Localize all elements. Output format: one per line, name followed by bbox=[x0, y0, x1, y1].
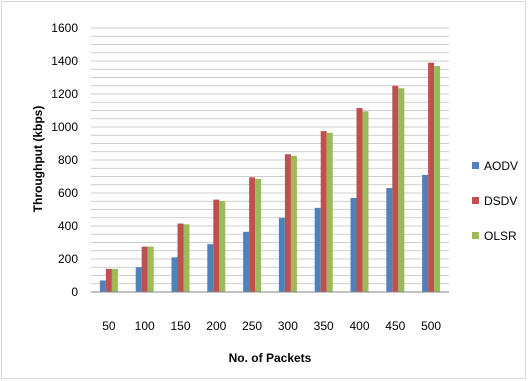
bar-aodv-200 bbox=[207, 244, 214, 292]
bar-aodv-300 bbox=[278, 217, 285, 292]
y-tick-label: 1000 bbox=[51, 120, 78, 134]
bar-aodv-50 bbox=[99, 280, 106, 292]
gridlines bbox=[91, 27, 449, 285]
x-axis-title: No. of Packets bbox=[229, 351, 312, 365]
x-tick-label: 400 bbox=[349, 319, 369, 333]
bar-aodv-500 bbox=[422, 174, 429, 292]
bar-olsr-100 bbox=[147, 246, 154, 292]
bar-dsdv-500 bbox=[428, 62, 435, 293]
legend-swatch-olsr bbox=[472, 232, 479, 239]
x-tick-label: 300 bbox=[278, 319, 298, 333]
y-tick-label: 400 bbox=[58, 219, 78, 233]
bar-aodv-450 bbox=[386, 188, 393, 292]
bar-dsdv-250 bbox=[249, 177, 256, 292]
x-tick-label: 100 bbox=[135, 319, 155, 333]
x-tick-label: 250 bbox=[242, 319, 262, 333]
y-tick-label: 1200 bbox=[51, 87, 78, 101]
x-tick-label: 450 bbox=[385, 319, 405, 333]
y-tick-label: 600 bbox=[58, 186, 78, 200]
bar-olsr-50 bbox=[111, 268, 118, 292]
legend-label-dsdv: DSDV bbox=[484, 194, 517, 208]
bar-olsr-300 bbox=[290, 155, 297, 292]
legend: AODV DSDV OLSR bbox=[472, 159, 518, 243]
x-tick-label: 150 bbox=[170, 319, 190, 333]
bar-aodv-100 bbox=[135, 267, 142, 292]
y-tick-label: 1600 bbox=[51, 21, 78, 35]
legend-label-aodv: AODV bbox=[484, 159, 518, 173]
bar-olsr-500 bbox=[434, 65, 441, 292]
y-tick-label: 1400 bbox=[51, 54, 78, 68]
bar-olsr-150 bbox=[183, 224, 190, 292]
bar-aodv-350 bbox=[314, 207, 321, 292]
x-tick-label: 500 bbox=[421, 319, 441, 333]
axes: 0 200 400 600 800 1000 1200 1400 1600 50 100 150 200… bbox=[51, 21, 449, 333]
bar-dsdv-200 bbox=[213, 199, 220, 292]
bar-olsr-250 bbox=[255, 178, 262, 292]
y-tick-label: 200 bbox=[58, 252, 78, 266]
bar-olsr-200 bbox=[219, 201, 226, 292]
bar-olsr-400 bbox=[362, 111, 369, 292]
bar-aodv-400 bbox=[350, 197, 357, 292]
legend-label-olsr: OLSR bbox=[484, 229, 517, 243]
bar-dsdv-450 bbox=[392, 85, 399, 292]
bar-dsdv-150 bbox=[177, 223, 184, 292]
y-tick-label: 0 bbox=[71, 285, 78, 299]
y-tick-label: 800 bbox=[58, 153, 78, 167]
bar-olsr-350 bbox=[326, 132, 333, 292]
bar-dsdv-50 bbox=[105, 268, 112, 292]
x-tick-label: 350 bbox=[314, 319, 334, 333]
bar-dsdv-100 bbox=[141, 246, 148, 292]
bars bbox=[99, 62, 441, 293]
bar-olsr-450 bbox=[398, 88, 405, 292]
x-tick-label: 50 bbox=[102, 319, 116, 333]
bar-aodv-150 bbox=[171, 257, 178, 292]
legend-swatch-aodv bbox=[472, 162, 479, 169]
bar-dsdv-400 bbox=[356, 108, 363, 293]
bar-aodv-250 bbox=[243, 231, 250, 292]
x-tick-label: 200 bbox=[206, 319, 226, 333]
legend-swatch-dsdv bbox=[472, 197, 479, 204]
y-axis-title: Throughput (kbps) bbox=[31, 106, 45, 213]
bar-dsdv-300 bbox=[284, 154, 291, 292]
bar-dsdv-350 bbox=[320, 131, 327, 292]
